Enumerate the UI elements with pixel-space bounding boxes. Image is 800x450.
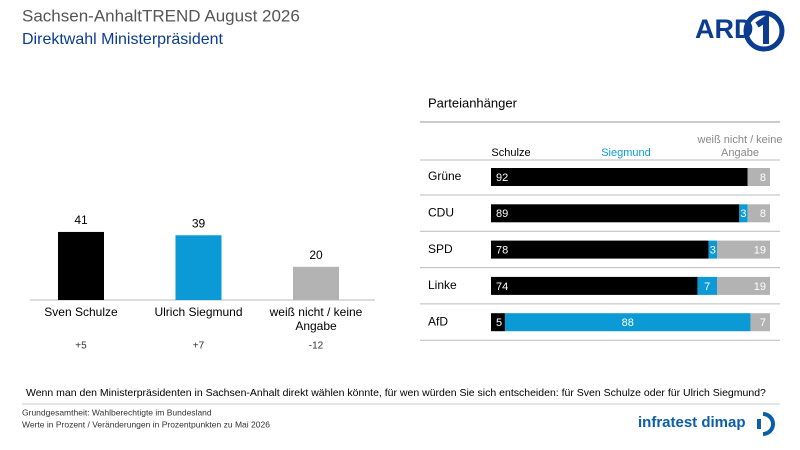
bar — [58, 231, 104, 300]
category-label: SPD — [428, 242, 453, 256]
value-label: 3 — [710, 245, 716, 257]
bar-segment — [504, 313, 751, 332]
bar — [175, 235, 222, 300]
note: Werte in Prozent / Veränderungen in Proz… — [22, 419, 270, 429]
legend-label-box: weiß nicht / keine Angabe — [697, 134, 783, 160]
value-label: 39 — [192, 216, 206, 230]
change-label: +7 — [193, 341, 205, 352]
bar-segment — [491, 240, 709, 259]
value-label: 89 — [496, 208, 508, 220]
value-label: 88 — [622, 317, 634, 329]
bar-segment — [491, 168, 748, 186]
value-label: 8 — [760, 208, 766, 220]
bar-segment — [716, 240, 770, 259]
category-label-box: weiß nicht / keine Angabe — [269, 305, 363, 334]
bar-segment — [697, 276, 717, 295]
value-label: 74 — [496, 281, 508, 293]
value-label: 7 — [704, 281, 710, 293]
legend-label: weiß nicht / keine Angabe — [697, 134, 783, 160]
infratest-icon — [762, 412, 775, 436]
bar-segment — [708, 240, 717, 259]
bar — [293, 266, 339, 300]
value-label: 19 — [754, 281, 766, 293]
value-label: 78 — [496, 245, 508, 257]
value-label: 20 — [309, 248, 323, 262]
value-label: 92 — [496, 172, 508, 184]
bar-segment — [716, 276, 770, 295]
chart-title: Parteianhänger — [428, 95, 518, 110]
subtitle: Direktwahl Ministerpräsident — [22, 31, 224, 48]
bar-segment — [491, 313, 505, 332]
category-label: weiß nicht / keine Angabe — [269, 305, 363, 334]
category-label: Linke — [428, 278, 457, 292]
title: Sachsen-AnhaltTREND August 2026 — [22, 6, 300, 25]
value-label: 3 — [740, 208, 746, 220]
change-label: +5 — [75, 341, 87, 352]
category-label: AfD — [428, 314, 448, 328]
bar-segment — [750, 313, 770, 332]
infratest-logo: infratest dimap — [638, 414, 746, 431]
note: Grundgesamtheit: Wahlberechtigte im Bund… — [22, 407, 212, 417]
bar-segment — [491, 204, 740, 223]
change-label: -12 — [309, 341, 324, 352]
category-label: Ulrich Siegmund — [154, 305, 243, 319]
bar-segment — [739, 204, 748, 223]
legend-label-box: Schulze — [491, 147, 531, 159]
bar-segment — [747, 204, 770, 223]
question: Wenn man den Ministerpräsidenten in Sach… — [26, 387, 766, 399]
value-label: 7 — [760, 317, 766, 329]
legend-label: Schulze — [491, 147, 531, 159]
category-label: Grüne — [428, 169, 462, 183]
value-label: 5 — [496, 317, 502, 329]
value-label: 8 — [760, 172, 766, 184]
category-label: Sven Schulze — [44, 305, 118, 319]
ard-logo-one — [755, 13, 769, 44]
category-label-box: Ulrich Siegmund — [154, 305, 243, 319]
infratest-icon — [757, 419, 761, 429]
category-label: CDU — [428, 205, 454, 219]
value-label: 41 — [74, 213, 88, 227]
category-label-box: Sven Schulze — [44, 305, 118, 319]
legend-label-box: Siegmund — [601, 147, 651, 159]
ard-logo-circle — [743, 10, 785, 52]
legend-label: Siegmund — [601, 147, 651, 159]
bar-segment — [747, 168, 770, 186]
value-label: 19 — [754, 245, 766, 257]
bar-segment — [491, 276, 698, 295]
